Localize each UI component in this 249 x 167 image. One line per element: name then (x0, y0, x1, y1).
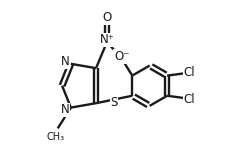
Text: Cl: Cl (184, 66, 195, 79)
Text: N⁺: N⁺ (100, 33, 115, 46)
Text: O: O (102, 11, 112, 24)
Text: N: N (61, 55, 70, 68)
Text: S: S (111, 96, 118, 109)
Text: O⁻: O⁻ (114, 50, 129, 63)
Text: CH₃: CH₃ (47, 132, 64, 142)
Text: Cl: Cl (184, 93, 195, 106)
Text: N: N (61, 103, 70, 116)
